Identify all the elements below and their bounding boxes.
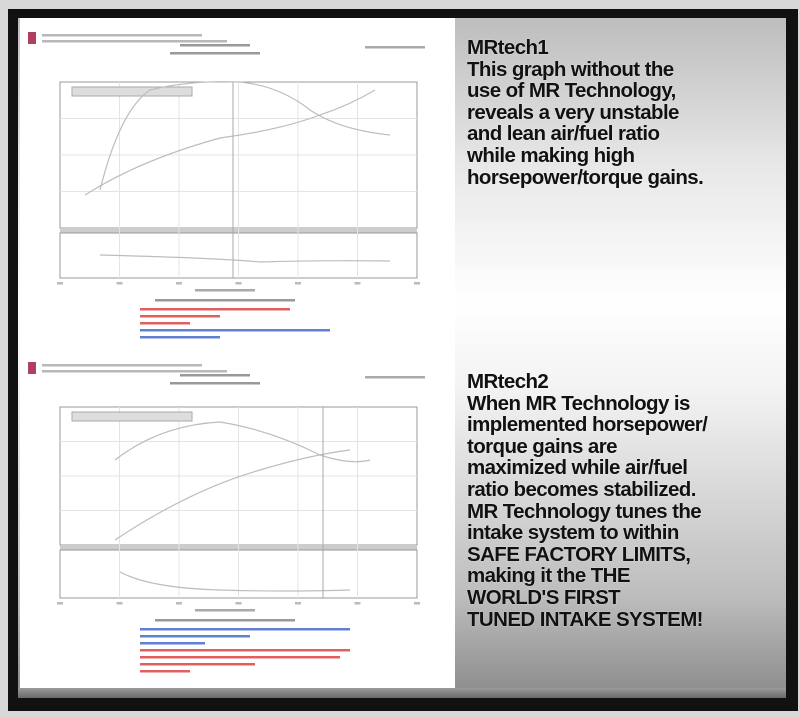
mrtech1-description: MRtech1 This graph without the use of MR… [467,37,797,188]
axis-tick-label [354,602,361,605]
text-line: ratio becomes stabilized. [467,477,696,501]
mrtech2-description: MRtech2 When MR Technology is implemente… [467,371,797,630]
text-line: TUNED INTAKE SYSTEM! [467,607,704,631]
axis-tick-label [235,282,242,285]
text-line: use of MR Technology, [467,79,676,103]
axis-tick-label [354,282,361,285]
axis-tick-label [295,282,301,285]
dyno-curve [119,571,351,592]
illegible-text [42,364,202,367]
illegible-text [42,40,227,43]
text-line: intake system to within [467,521,679,545]
illegible-text [170,382,260,385]
text-line: When MR Technology is [467,391,690,415]
text-line: WORLD'S FIRST [467,585,621,609]
dyno-curve [114,449,351,541]
text-line: MRtech1 [467,36,549,59]
axis-tick-label [176,602,182,605]
footer-text [140,656,340,659]
dyno-curve [114,421,371,463]
axis-tick-label [295,602,301,605]
illegible-text [170,52,260,55]
illegible-text [155,299,295,302]
dyno-sheets-panel [20,18,455,690]
footer-text [140,628,350,631]
axis-tick-label [57,602,63,605]
dyno-curve [99,254,391,263]
axis-tick-label [414,602,420,605]
text-line: horsepower/torque gains. [467,165,704,189]
illegible-text [155,619,295,622]
dynojet-logo [28,362,36,374]
illegible-text [365,46,425,49]
text-line: torque gains are [467,434,617,458]
illegible-text [42,370,227,373]
footer-text [140,635,250,638]
footer-text [140,642,205,645]
bottom-strip [18,688,786,698]
text-line: while making high [467,143,635,167]
footer-text [140,649,350,652]
footer-text [140,322,190,325]
legend-box [71,411,193,422]
footer-text [140,336,220,339]
text-line: and lean air/fuel ratio [467,122,660,146]
text-line: reveals a very unstable [467,100,679,124]
illegible-text [195,609,255,612]
dyno-curve [84,89,376,196]
text-line: MR Technology tunes the [467,499,702,523]
axis-tick-label [116,602,123,605]
illegible-text [42,34,202,37]
text-line: implemented horsepower/ [467,413,708,437]
axis-tick-label [176,282,182,285]
dyno-chart-2 [28,362,425,673]
footer-text [140,670,190,673]
illegible-text [365,376,425,379]
axis-tick-label [116,282,123,285]
footer-text [140,663,255,666]
footer-text [140,315,220,318]
footer-text [140,308,290,311]
dynojet-logo [28,32,36,44]
axis-tick-label [57,282,63,285]
text-line: SAFE FACTORY LIMITS, [467,542,691,566]
legend-box [71,86,193,97]
illegible-text [180,44,250,47]
axis-tick-label [235,602,242,605]
footer-text [140,329,330,332]
illegible-text [195,289,255,292]
text-line: making it the THE [467,564,631,588]
text-line: This graph without the [467,57,674,81]
dyno-curve [99,81,391,191]
illegible-text [180,374,250,377]
dyno-chart-1 [28,32,425,339]
text-line: maximized while air/fuel [467,456,688,480]
text-line: MRtech2 [467,370,549,393]
axis-tick-label [414,282,420,285]
